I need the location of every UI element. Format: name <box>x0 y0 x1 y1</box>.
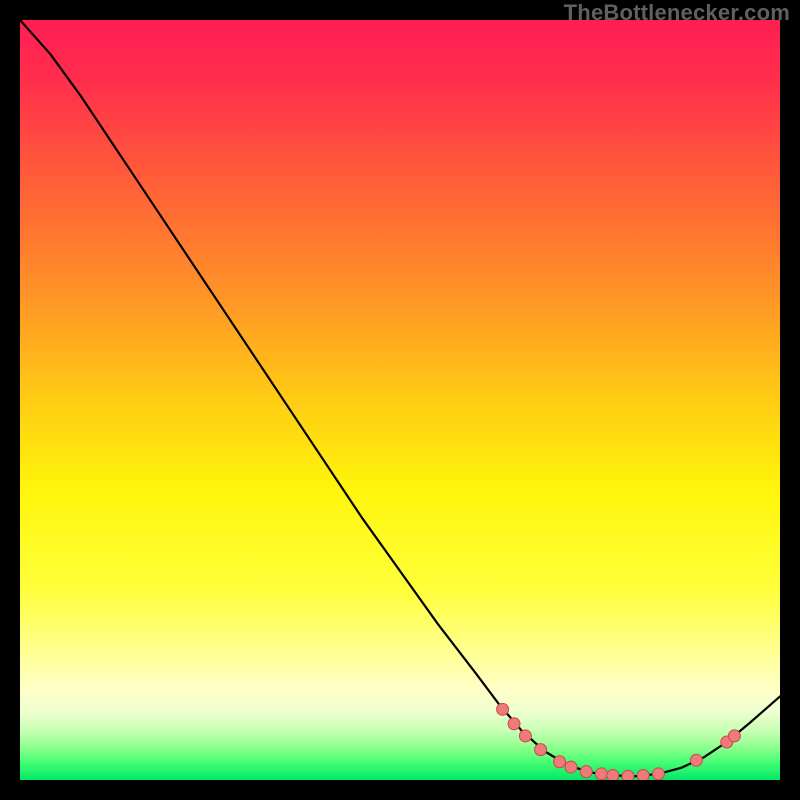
scatter-marker <box>580 766 592 778</box>
scatter-marker <box>690 754 702 766</box>
scatter-marker <box>637 769 649 780</box>
plot-area <box>20 20 780 780</box>
chart-container: TheBottlenecker.com <box>0 0 800 800</box>
scatter-marker <box>595 768 607 780</box>
scatter-marker <box>607 769 619 780</box>
scatter-marker <box>519 730 531 742</box>
plot-svg <box>20 20 780 780</box>
scatter-marker <box>508 718 520 730</box>
scatter-marker <box>565 761 577 773</box>
scatter-marker <box>728 730 740 742</box>
scatter-marker <box>554 756 566 768</box>
scatter-marker <box>622 770 634 780</box>
scatter-marker <box>497 703 509 715</box>
scatter-marker <box>535 744 547 756</box>
scatter-marker <box>652 768 664 780</box>
gradient-background <box>20 20 780 780</box>
